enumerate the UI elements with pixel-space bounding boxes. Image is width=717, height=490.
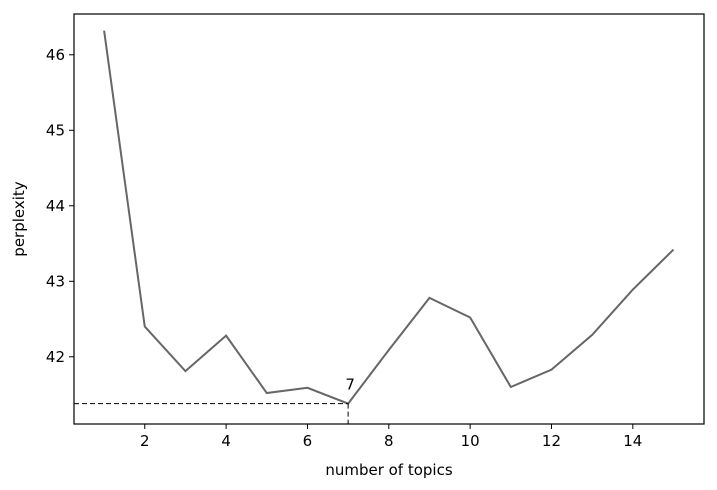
x-tick-label: 12 <box>542 432 561 450</box>
line <box>103 30 675 405</box>
y-tick-label: 46 <box>46 46 65 64</box>
y-tick-label: 44 <box>46 197 65 215</box>
x-tick-label: 8 <box>384 432 394 450</box>
x-tick-label: 10 <box>461 432 480 450</box>
x-tick-label: 4 <box>221 432 231 450</box>
y-tick-label: 42 <box>46 348 65 366</box>
plot-frame <box>73 13 705 425</box>
x-tick-label: 6 <box>303 432 313 450</box>
y-axis-label: perplexity <box>10 181 28 256</box>
annotation: 7 <box>345 376 355 394</box>
x-tick-label: 14 <box>623 432 642 450</box>
x-tick-label: 2 <box>140 432 150 450</box>
y-tick-label: 43 <box>46 272 65 290</box>
y-tick-label: 45 <box>46 121 65 139</box>
x-axis-label: number of topics <box>325 461 453 479</box>
